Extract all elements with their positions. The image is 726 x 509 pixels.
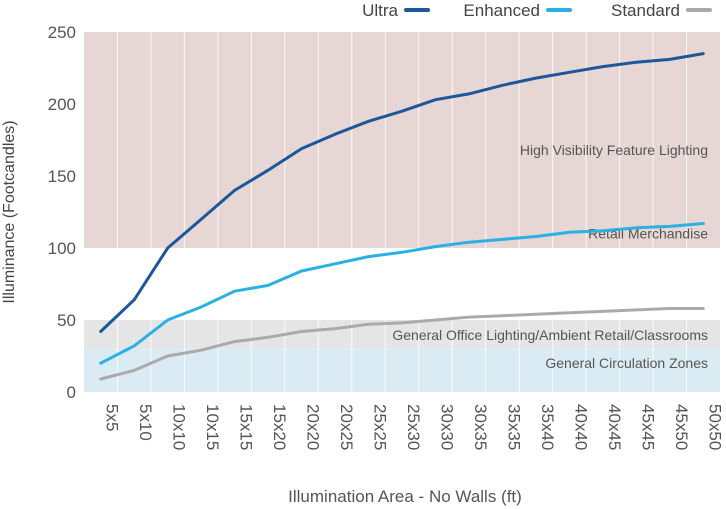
x-tick-label: 35x35: [504, 404, 523, 450]
x-tick-label: 10x10: [170, 404, 189, 450]
x-tick-label: 40x40: [571, 404, 590, 450]
zone-band: [84, 32, 720, 248]
x-tick-label: 45x50: [672, 404, 691, 450]
legend-label-standard: Standard: [611, 1, 680, 20]
x-tick-label: 15x20: [270, 404, 289, 450]
zone-label: High Visibility Feature Lighting: [520, 142, 708, 158]
x-tick-label: 50x50: [705, 404, 724, 450]
y-tick-label: 150: [48, 167, 76, 186]
y-axis: 0 50 100 150 200 250: [48, 23, 76, 402]
y-tick-label: 250: [48, 23, 76, 42]
x-tick-label: 45x45: [638, 404, 657, 450]
y-tick-label: 0: [67, 383, 76, 402]
x-tick-label: 10x15: [203, 404, 222, 450]
zone-band: [84, 248, 720, 320]
zone-band: [84, 348, 720, 392]
x-tick-label: 20x20: [304, 404, 323, 450]
y-tick-label: 200: [48, 95, 76, 114]
x-axis-label: Illumination Area - No Walls (ft): [288, 487, 522, 506]
series-lines: [99, 52, 705, 381]
series-line-ultra: [99, 52, 705, 333]
x-tick-label: 5x5: [103, 404, 122, 431]
zone-band: [84, 320, 720, 349]
legend: Ultra Enhanced Standard: [362, 1, 712, 20]
x-axis: 5x5 5x10 10x10 10x15 15x15 15x20 20x20 20x25 25x…: [103, 404, 725, 450]
x-tick-label: 40x45: [605, 404, 624, 450]
zone-label: General Office Lighting/Ambient Retail/C…: [392, 327, 708, 343]
x-tick-label: 30x30: [438, 404, 457, 450]
legend-label-enhanced: Enhanced: [463, 1, 540, 20]
series-line-enhanced: [99, 222, 705, 365]
y-tick-label: 50: [57, 311, 76, 330]
zone-bands: [84, 32, 720, 392]
y-axis-label: Illuminance (Footcandles): [1, 120, 18, 303]
x-tick-label: 5x10: [136, 404, 155, 441]
x-tick-label: 15x15: [237, 404, 256, 450]
x-tick-label: 30x35: [471, 404, 490, 450]
x-tick-label: 20x25: [337, 404, 356, 450]
x-tick-label: 35x40: [538, 404, 557, 450]
y-tick-label: 100: [48, 239, 76, 258]
x-tick-label: 25x25: [371, 404, 390, 450]
zone-label: General Circulation Zones: [545, 355, 708, 371]
x-tick-label: 25x30: [404, 404, 423, 450]
legend-label-ultra: Ultra: [362, 1, 398, 20]
series-line-standard: [99, 307, 705, 381]
